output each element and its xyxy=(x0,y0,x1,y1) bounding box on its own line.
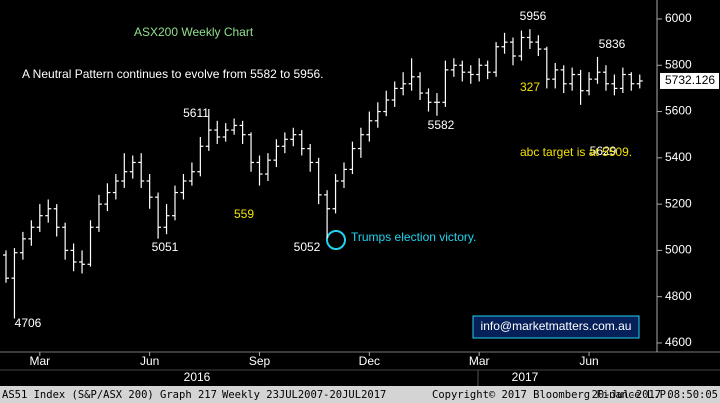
annotation: 5051 xyxy=(152,240,179,254)
footer-index: AS51 Index (S&P/ASX 200) Graph 217 xyxy=(2,389,217,401)
x-tick-label: Jun xyxy=(579,354,598,368)
annotation: 327 xyxy=(520,80,540,94)
annotation: 5956 xyxy=(520,9,547,23)
email-box xyxy=(472,315,640,339)
y-tick-label: 5400 xyxy=(665,150,692,164)
annotation: 5052 xyxy=(294,240,321,254)
annotation: 559 xyxy=(234,207,254,221)
y-tick-label: 4800 xyxy=(665,289,692,303)
x-tick-label: Jun xyxy=(140,354,159,368)
last-price-label: 5732.126 xyxy=(665,73,715,87)
annotation: 4706 xyxy=(15,316,42,330)
y-tick-label: 4600 xyxy=(665,335,692,349)
footer-bar xyxy=(0,386,720,403)
annotation: ASX200 Weekly Chart xyxy=(134,25,254,39)
annotation: 5582 xyxy=(428,118,455,132)
event-circle xyxy=(326,230,346,250)
x-tick-label: Mar xyxy=(469,354,490,368)
year-label: 2017 xyxy=(512,370,539,384)
y-tick-label: 5000 xyxy=(665,243,692,257)
annotation: 5629 xyxy=(590,144,617,158)
annotation: info@marketmatters.com.au xyxy=(481,319,632,333)
annotation: Trumps election victory. xyxy=(351,230,476,244)
footer-period: Weekly 23JUL2007-20JUL2017 xyxy=(222,389,386,401)
x-tick-label: Sep xyxy=(249,354,271,368)
x-tick-label: Dec xyxy=(359,354,380,368)
annotation: A Neutral Pattern continues to evolve fr… xyxy=(22,67,324,81)
last-price-box xyxy=(660,72,719,89)
footer: AS51 Index (S&P/ASX 200) Graph 217 Weekl… xyxy=(0,386,720,403)
annotation: 5836 xyxy=(599,37,626,51)
footer-timestamp: 20-Jul-2017 08:50:05 xyxy=(592,389,718,401)
annotation: abc target is at 5509. xyxy=(520,145,632,159)
y-tick-label: 5800 xyxy=(665,57,692,71)
x-tick-label: Mar xyxy=(29,354,50,368)
y-tick-label: 5200 xyxy=(665,196,692,210)
y-tick-label: 5600 xyxy=(665,104,692,118)
year-label: 2016 xyxy=(184,370,211,384)
annotation: 5611 xyxy=(183,106,209,120)
footer-copyright: Copyright© 2017 Bloomberg Finance L.P. xyxy=(432,389,672,401)
y-tick-label: 6000 xyxy=(665,11,692,25)
